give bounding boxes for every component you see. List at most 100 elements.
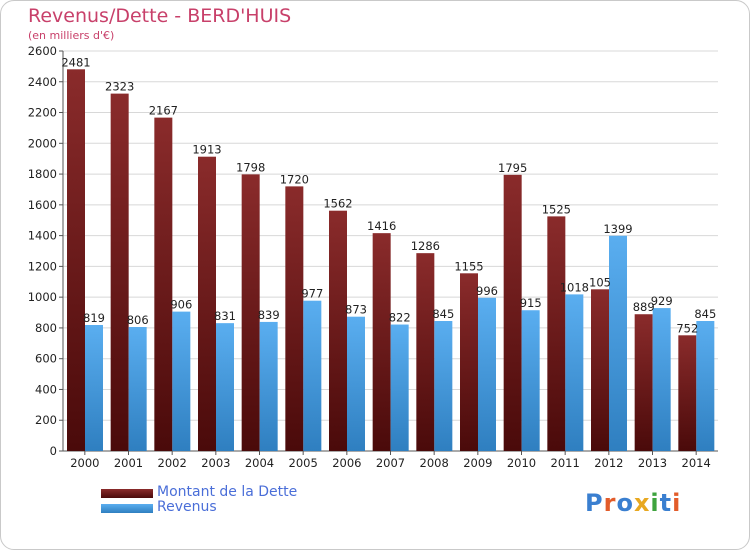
data-label-revenus: 1018 [560, 280, 589, 294]
data-label-revenus: 839 [258, 308, 280, 322]
bar-revenus [347, 316, 365, 451]
data-label-dette: 752 [676, 321, 698, 335]
logo-letter: t [659, 489, 673, 517]
y-tick-label: 1400 [28, 229, 57, 243]
data-label-dette: 1562 [323, 197, 352, 211]
bar-dette [460, 273, 478, 451]
x-tick-label: 2006 [332, 456, 361, 470]
y-tick-label: 1200 [28, 259, 57, 273]
bar-dette [547, 216, 566, 451]
x-tick-label: 2000 [70, 456, 99, 470]
data-label-dette: 1155 [454, 259, 483, 273]
x-tick-label: 2008 [420, 456, 449, 470]
y-tick-label: 1800 [28, 167, 57, 181]
data-label-revenus: 822 [389, 311, 411, 325]
data-label-dette: 1416 [367, 219, 396, 233]
data-label-dette: 2167 [149, 104, 178, 118]
bar-dette [329, 210, 347, 451]
logo-letter: P [585, 489, 604, 517]
data-label-revenus: 845 [694, 307, 716, 321]
bar-revenus [565, 294, 584, 451]
y-tick-label: 1000 [28, 290, 57, 304]
x-tick-label: 2001 [114, 456, 143, 470]
x-tick-label: 2013 [638, 456, 667, 470]
y-tick-label: 400 [35, 382, 57, 396]
data-label-dette: 1720 [280, 172, 309, 186]
data-label-dette: 1913 [192, 143, 221, 157]
data-label-dette: 2323 [105, 80, 134, 94]
y-tick-label: 800 [35, 321, 57, 335]
bar-dette [372, 233, 391, 451]
x-tick-label: 2010 [507, 456, 536, 470]
bar-revenus [652, 308, 671, 451]
bar-revenus [478, 297, 496, 451]
x-tick-label: 2007 [376, 456, 405, 470]
x-tick-label: 2012 [594, 456, 623, 470]
data-label-revenus: 845 [432, 307, 454, 321]
y-tick-label: 2600 [28, 44, 57, 58]
bar-revenus [303, 300, 322, 451]
bars [67, 69, 715, 452]
data-label-dette: 1525 [542, 202, 571, 216]
y-tick-label: 600 [35, 352, 57, 366]
bar-dette [67, 69, 85, 452]
bar-dette [154, 117, 173, 451]
x-tick-label: 2004 [245, 456, 274, 470]
bar-revenus [696, 321, 715, 451]
logo-letter: i [650, 489, 660, 517]
data-labels: 2481 819 2323 806 2167 906 1913 831 1798 839 1720 9… [61, 55, 716, 335]
x-tick-label: 2011 [551, 456, 580, 470]
legend-label-revenus: Revenus [157, 499, 217, 515]
data-label-dette: 105 [589, 275, 611, 289]
data-label-revenus: 977 [301, 287, 323, 301]
x-tick-label: 2003 [201, 456, 230, 470]
y-tick-label: 0 [50, 444, 57, 458]
axes: 0 200 400 600 800 1000 1200 1400 1600 1800 2000 220… [28, 44, 718, 470]
y-tick-label: 2400 [28, 75, 57, 89]
data-label-revenus: 806 [127, 313, 149, 327]
logo-letter: r [603, 489, 617, 517]
chart-subtitle: (en milliers d'€) [28, 29, 115, 42]
bar-dette [198, 156, 216, 451]
data-label-revenus: 1399 [603, 222, 632, 236]
bar-dette [634, 314, 653, 451]
data-label-revenus: 819 [83, 311, 105, 325]
bar-revenus [390, 324, 409, 451]
bar-dette [678, 335, 697, 451]
y-tick-label: 1600 [28, 198, 57, 212]
bar-revenus [259, 321, 278, 451]
bar-revenus [521, 310, 540, 451]
proxiti-logo: Proxiti [585, 489, 681, 517]
bar-revenus [434, 321, 453, 451]
logo-letter: i [672, 489, 682, 517]
data-label-dette: 1286 [411, 239, 440, 253]
data-label-revenus: 915 [520, 296, 542, 310]
x-tick-label: 2014 [682, 456, 711, 470]
bar-dette [591, 289, 609, 451]
y-tick-label: 2200 [28, 106, 57, 120]
legend-label-dette: Montant de la Dette [157, 484, 298, 500]
legend-swatch-revenus [101, 504, 153, 513]
y-tick-label: 2000 [28, 136, 57, 150]
bar-dette [241, 174, 260, 451]
legend-swatch-dette [101, 489, 153, 498]
x-tick-label: 2005 [289, 456, 318, 470]
bar-dette [416, 253, 435, 451]
data-label-revenus: 929 [651, 294, 673, 308]
data-label-dette: 1795 [498, 161, 527, 175]
logo-letter: x [633, 489, 651, 517]
bar-revenus [172, 311, 191, 451]
bar-revenus [609, 235, 627, 451]
data-label-dette: 1798 [236, 160, 265, 174]
data-label-revenus: 996 [476, 284, 498, 298]
x-tick-label: 2002 [158, 456, 187, 470]
x-tick-label: 2009 [463, 456, 492, 470]
data-label-revenus: 873 [345, 303, 367, 317]
bar-revenus [128, 327, 147, 451]
data-label-revenus: 906 [170, 298, 192, 312]
y-tick-label: 200 [35, 413, 57, 427]
bar-revenus [85, 325, 103, 451]
bar-dette [503, 174, 522, 451]
